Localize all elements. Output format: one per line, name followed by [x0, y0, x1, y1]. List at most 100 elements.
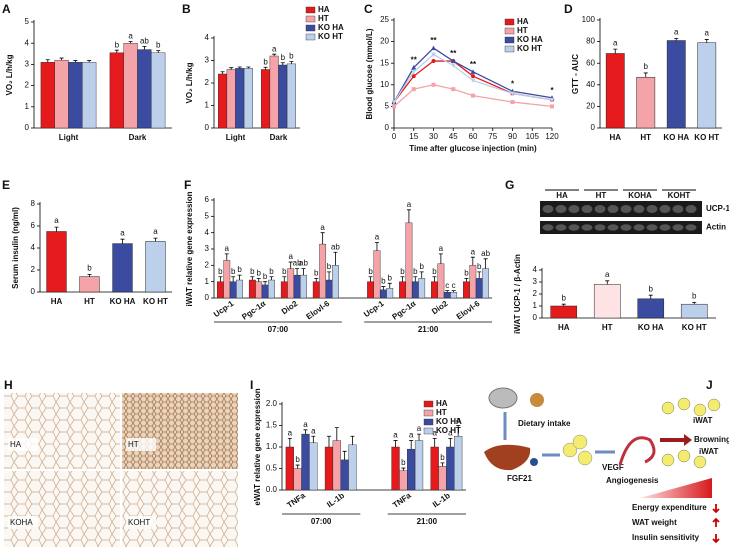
bar: [229, 281, 237, 299]
bar: [293, 274, 301, 299]
bar: [137, 49, 152, 129]
y-tick-label: 3: [533, 277, 538, 286]
error-bar: [301, 268, 306, 276]
legend-label: HA: [517, 17, 529, 26]
group-label: 21:00: [418, 325, 439, 334]
error-bar: [282, 276, 287, 282]
bar: [407, 448, 416, 491]
error-bar: [73, 60, 78, 63]
x-tick-label: Light: [59, 133, 79, 142]
error-bar: [409, 440, 414, 450]
bar: [367, 281, 374, 299]
significance-letter: a: [471, 247, 476, 256]
blot-band: [542, 224, 554, 231]
significance-letter: b: [218, 267, 223, 276]
error-bar: [256, 278, 261, 282]
x-tick-label: HA: [558, 323, 570, 332]
iwat-label: iWAT: [693, 416, 713, 425]
x-tick-label: 60: [469, 132, 478, 141]
y-tick-label: 0: [205, 123, 210, 132]
y-tick-label: 1: [25, 102, 30, 111]
point: [550, 104, 554, 109]
blot-band: [659, 205, 671, 213]
error-bar: [413, 276, 418, 282]
x-tick-label: 15: [409, 132, 418, 141]
significance-letter: a: [153, 227, 158, 236]
bar: [268, 279, 275, 299]
error-bar: [419, 271, 424, 279]
error-bar: [269, 276, 274, 281]
significance-letter: b: [464, 269, 469, 278]
blot-band: [581, 205, 593, 213]
significance-letter: a: [303, 420, 308, 429]
micrograph-texture: [4, 393, 120, 469]
error-bar: [326, 435, 331, 447]
bar: [236, 279, 243, 299]
blot-band: [672, 205, 684, 213]
bar: [430, 446, 439, 491]
bar: [285, 446, 294, 491]
y-tick-label: 4: [205, 228, 210, 237]
significance-letter: a: [448, 429, 453, 438]
panel-label: C: [364, 2, 373, 16]
legend-label: KO HA: [436, 417, 462, 426]
error-bar: [250, 276, 255, 281]
x-tick-label: 105: [526, 132, 540, 141]
significance-letter: a: [120, 228, 125, 237]
y-tick-label: 5: [385, 102, 390, 111]
burger: [530, 393, 544, 407]
error-bar: [320, 232, 325, 245]
bar: [54, 59, 69, 129]
legend-label: KO HT: [517, 44, 542, 53]
panel-label: I: [250, 378, 253, 392]
bar: [309, 442, 318, 491]
x-tick-label: HT: [84, 297, 95, 306]
bar: [79, 276, 100, 293]
point: [451, 87, 456, 92]
y-tick-label: 6: [205, 195, 210, 204]
y-axis-label: eWAT relative gene expression: [253, 388, 262, 505]
bar: [438, 466, 447, 491]
y-tick-label: 0.5: [266, 464, 278, 473]
bar: [286, 63, 296, 129]
significance-letter: b: [281, 53, 286, 62]
error-bar: [231, 276, 236, 282]
mouse: [488, 387, 518, 409]
adipocyte: [661, 401, 675, 415]
error-bar: [263, 66, 268, 70]
bar: [248, 279, 256, 299]
x-axis-label: Time after glucose injection (min): [409, 144, 537, 153]
bar: [475, 278, 483, 299]
band-label: Actin: [706, 223, 726, 232]
fgf21-molecule: [530, 458, 538, 466]
y-axis-label: GTT - AUC: [571, 54, 580, 94]
error-bar: [464, 278, 469, 282]
error-bar: [153, 237, 158, 242]
legend-label: HT: [318, 14, 329, 23]
group-label: 07:00: [311, 517, 332, 526]
error-bar: [237, 274, 242, 281]
lane-label: KOHA: [628, 191, 652, 200]
y-tick-label: 2: [31, 265, 36, 274]
panel-label: D: [564, 2, 573, 16]
significance-letter: ab: [293, 259, 302, 268]
blot-band: [607, 224, 619, 231]
y-tick-label: 2: [205, 78, 210, 87]
x-tick-label: Light: [226, 133, 246, 142]
significance-letter: a: [54, 216, 59, 225]
error-bar: [456, 425, 461, 437]
bar: [469, 265, 477, 299]
point: [470, 69, 476, 74]
error-bar: [692, 302, 697, 305]
x-tick-label: HA: [609, 133, 621, 142]
y-tick-label: 2: [25, 81, 30, 90]
error-bar: [674, 37, 679, 41]
x-tick-label: HT: [640, 133, 651, 142]
bar: [373, 250, 381, 299]
y-axis-label: Blood glucose (mmol/L): [365, 28, 374, 119]
bar: [243, 68, 253, 129]
bar: [325, 279, 333, 299]
bar: [216, 281, 224, 299]
legend-label: KO HT: [436, 426, 461, 435]
